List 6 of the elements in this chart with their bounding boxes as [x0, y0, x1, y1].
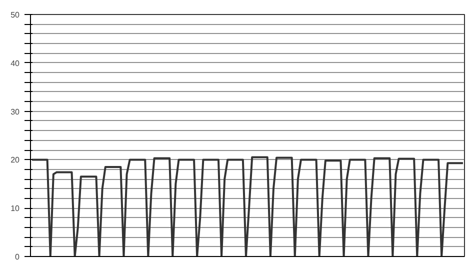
y-tick-label: 30: [10, 107, 20, 116]
y-tick-label: 0: [15, 252, 20, 262]
y-tick-label: 40: [10, 58, 20, 68]
y-tick-label: 50: [10, 10, 20, 20]
y-tick-label: 20: [10, 156, 20, 165]
y-tick-label: 10: [10, 204, 20, 214]
